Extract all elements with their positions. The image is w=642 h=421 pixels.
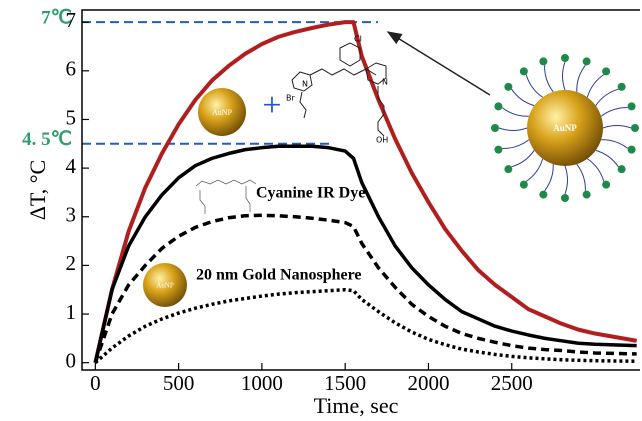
dye-head [504, 83, 512, 91]
ligand [601, 108, 628, 117]
dye-head [618, 83, 626, 91]
ligand [499, 128, 527, 131]
ligand [563, 62, 566, 90]
ligand [526, 159, 542, 182]
dye-head [561, 194, 569, 202]
dye-head [539, 191, 547, 199]
ligand [596, 150, 619, 166]
dye-head [618, 165, 626, 173]
y-tick-label: 7 [66, 8, 77, 32]
page: 7℃4. 5℃0123456705001000150020002500Time,… [0, 0, 642, 421]
x-tick-label: 1000 [241, 371, 283, 395]
ligand [502, 140, 529, 149]
ligand [545, 65, 554, 92]
dye-head [491, 124, 499, 132]
ligand [565, 166, 568, 194]
ligand [526, 75, 542, 98]
y-tick-label: 0 [66, 349, 77, 373]
x-tick-label: 2500 [491, 371, 533, 395]
dye-head [628, 146, 636, 154]
ligand [545, 164, 554, 191]
sphere-label: AuNP [553, 123, 577, 133]
dye-head [602, 181, 610, 189]
dye-head [583, 57, 591, 65]
y-tick-label: 2 [66, 251, 77, 275]
y-tick-label: 5 [66, 105, 77, 129]
ligand [603, 126, 631, 129]
x-axis-label: Time, sec [314, 393, 399, 418]
ligand [577, 164, 586, 191]
dye-head [494, 102, 502, 110]
dye-head [631, 124, 639, 132]
molecule-label: N [382, 78, 388, 87]
dye-head [539, 57, 547, 65]
ligand [587, 159, 603, 182]
plus-sign: + [262, 87, 281, 124]
molecule-label: OH [376, 136, 388, 145]
dye-head [520, 181, 528, 189]
reference-label: 4. 5℃ [22, 129, 72, 150]
dye-head [602, 67, 610, 75]
ligand [512, 89, 535, 105]
dye-head [561, 54, 569, 62]
ligand [587, 75, 603, 98]
sphere-label: AuNP [156, 282, 174, 290]
chart: 7℃4. 5℃0123456705001000150020002500Time,… [0, 0, 642, 421]
x-tick-label: 500 [163, 371, 195, 395]
dye-head [504, 165, 512, 173]
nanosphere-label: 20 nm Gold Nanosphere [196, 267, 362, 284]
arrow [388, 32, 490, 95]
dye-head [520, 67, 528, 75]
molecule-label: N [302, 80, 308, 89]
x-tick-label: 1500 [324, 371, 366, 395]
sphere-label: AuNP [212, 108, 233, 117]
small-molecule [196, 180, 256, 214]
y-axis-label: ΔT, °C [25, 160, 50, 220]
y-tick-label: 6 [66, 57, 77, 81]
molecule-label: Cl [354, 35, 362, 44]
molecule-label: Br [286, 94, 295, 103]
dye-head [494, 146, 502, 154]
dye-label: Cyanine IR Dye [256, 185, 365, 202]
dye-head [583, 191, 591, 199]
x-tick-label: 2000 [407, 371, 449, 395]
y-tick-label: 1 [66, 300, 77, 324]
y-tick-label: 4 [66, 154, 77, 178]
ligand [577, 65, 586, 92]
dye-head [628, 102, 636, 110]
ligand [596, 89, 619, 105]
ligand [502, 108, 529, 117]
molecule [292, 43, 386, 136]
ligand [512, 150, 535, 166]
ligand [601, 140, 628, 149]
x-tick-label: 0 [90, 371, 101, 395]
y-tick-label: 3 [66, 203, 77, 227]
line-series [95, 146, 636, 362]
